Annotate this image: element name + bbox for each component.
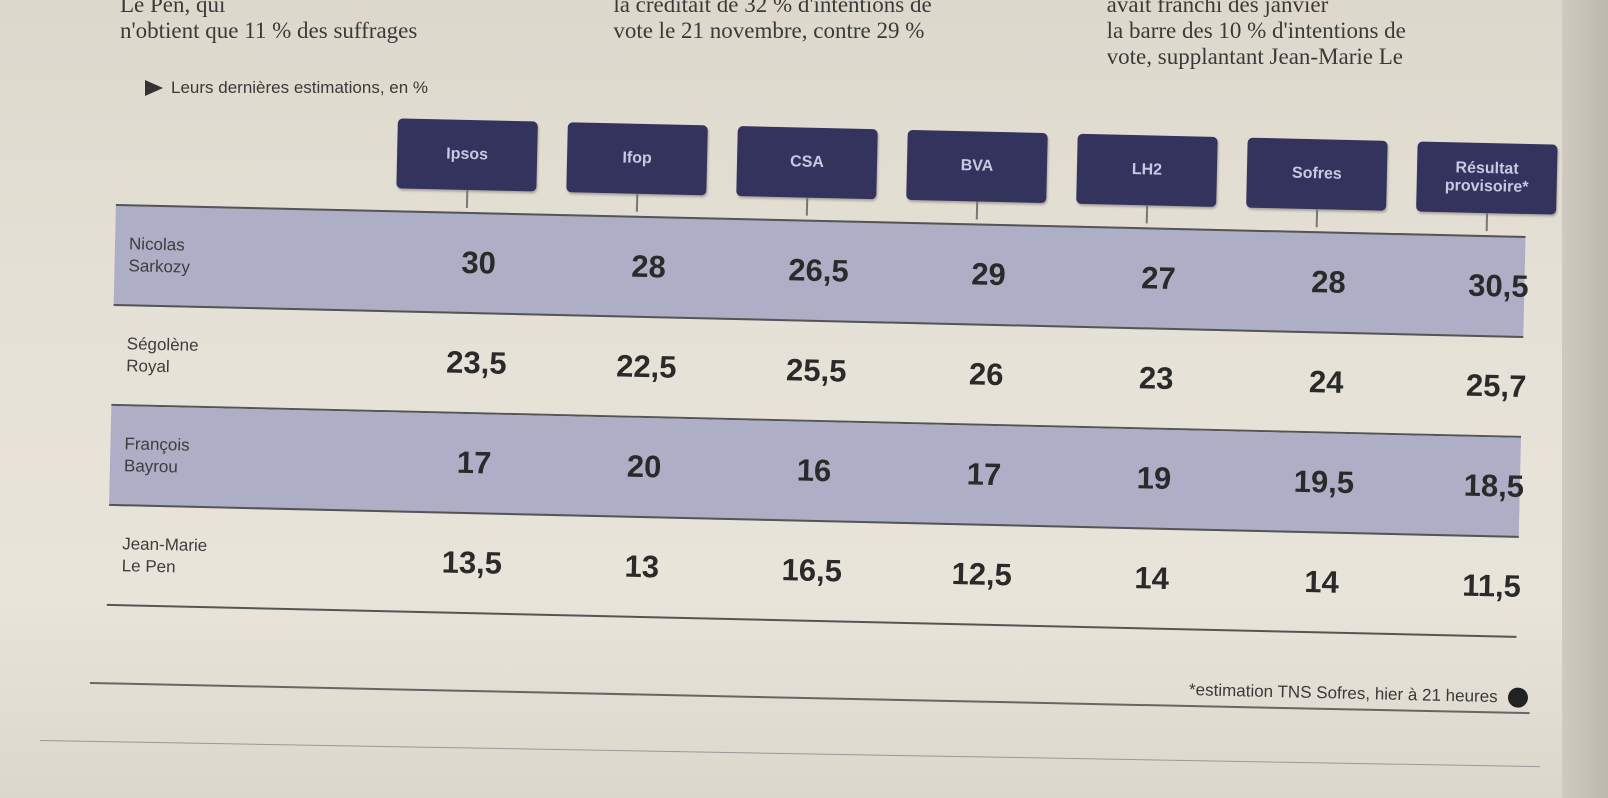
candidate-name: Ségolène Royal: [126, 334, 199, 377]
subtitle-text: Leurs dernières estimations, en %: [171, 78, 429, 97]
poll-value: 13: [624, 548, 660, 585]
poll-value: 11,5: [1461, 567, 1522, 604]
candidate-name: Nicolas Sarkozy: [128, 234, 191, 277]
poll-value: 12,5: [951, 556, 1013, 593]
poll-value: 29: [970, 256, 1007, 293]
poll-value: 16: [796, 452, 832, 489]
institute-header: Ipsos: [396, 118, 538, 192]
article-line: vote le 21 novembre, contre 29 %: [613, 18, 925, 43]
poll-value: 20: [626, 448, 662, 485]
article-text: Le Pen, qui n'obtient que 11 % des suffr…: [120, 0, 1560, 72]
article-column-1: Le Pen, qui n'obtient que 11 % des suffr…: [120, 0, 573, 72]
candidate-name: François Bayrou: [123, 434, 190, 477]
poll-value: 19,5: [1293, 463, 1355, 501]
institute-header: Résultat provisoire*: [1416, 141, 1558, 215]
article-line: n'obtient que 11 % des suffrages: [120, 18, 418, 43]
article-column-3: avait franchi dès janvier la barre des 1…: [1107, 0, 1560, 72]
article-line: la créditait de 32 % d'intentions de: [613, 0, 932, 17]
article-line: avait franchi dès janvier: [1106, 0, 1329, 17]
poll-value: 28: [1310, 264, 1347, 300]
table-subtitle: Leurs dernières estimations, en %: [145, 78, 428, 98]
poll-value: 17: [966, 456, 1002, 493]
poll-value: 30: [461, 244, 497, 281]
page-edge: [1562, 0, 1608, 798]
poll-value: 24: [1308, 364, 1344, 400]
poll-value: 25,5: [785, 352, 847, 389]
poll-value: 23,5: [445, 344, 507, 381]
poll-value: 13,5: [441, 544, 503, 581]
arrow-icon: [145, 80, 163, 96]
candidate-name: Jean-Marie Le Pen: [121, 534, 208, 577]
institute-header: CSA: [736, 126, 878, 200]
poll-value: 25,7: [1465, 367, 1527, 405]
article-line: la barre des 10 % d'intentions de: [1106, 18, 1406, 43]
article-column-2: la créditait de 32 % d'intentions de vot…: [613, 0, 1066, 72]
institute-header: Sofres: [1246, 137, 1388, 211]
institute-header: BVA: [906, 129, 1048, 204]
article-line: vote, supplantant Jean-Marie Le: [1106, 44, 1403, 69]
poll-rows: Nicolas Sarkozy 30 28 26,5 29 27 28 30,5 Ségolèn…: [106, 203, 1529, 638]
poll-value: 30,5: [1467, 267, 1529, 305]
poll-value: 26,5: [788, 252, 850, 289]
poll-value: 14: [1304, 564, 1340, 600]
poll-value: 22,5: [615, 348, 677, 385]
poll-value: 26: [968, 356, 1004, 393]
newspaper-logo-icon: [1507, 687, 1529, 708]
institute-header: Ifop: [566, 122, 708, 196]
poll-value: 17: [456, 444, 492, 481]
poll-value: 16,5: [781, 552, 843, 589]
poll-table: Ipsos Ifop CSA BVA LH2 Sofres Résultat proviso…: [106, 112, 1558, 664]
poll-value: 19: [1136, 460, 1172, 496]
poll-value: 23: [1138, 360, 1174, 397]
poll-value: 14: [1134, 560, 1170, 596]
poll-value: 28: [630, 248, 667, 285]
poll-value: 18,5: [1463, 467, 1525, 504]
institute-header: LH2: [1076, 133, 1218, 207]
article-line: Le Pen, qui: [120, 0, 226, 17]
poll-value: 27: [1140, 260, 1177, 297]
